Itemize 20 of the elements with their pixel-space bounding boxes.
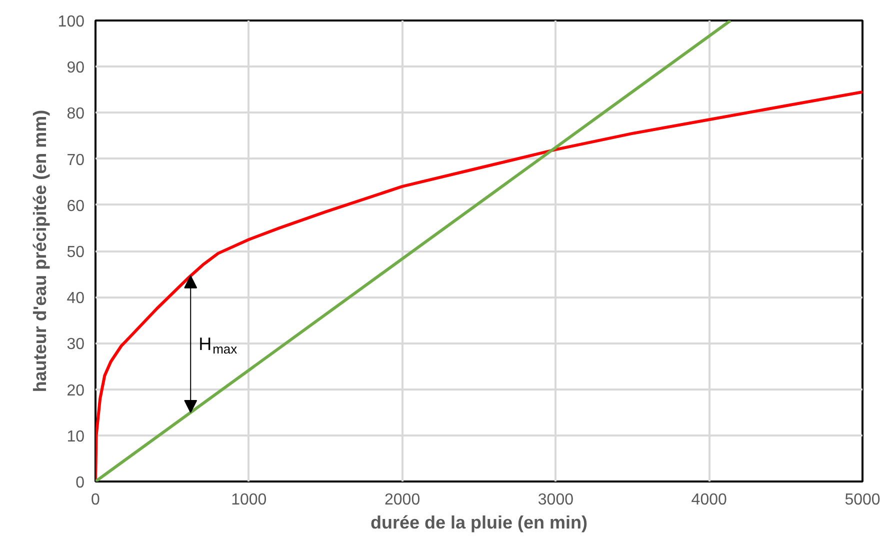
x-tick-label: 2000 — [384, 492, 420, 508]
y-tick-label: 0 — [76, 474, 85, 492]
x-tick-label: 3000 — [538, 492, 574, 508]
x-axis-title: durée de la pluie (en min) — [370, 512, 588, 532]
y-tick-label: 80 — [66, 106, 85, 123]
line-series — [96, 90, 862, 482]
x-tick-label: 5000 — [844, 492, 880, 508]
y-tick-label: 10 — [66, 428, 85, 446]
x-tick-label: 1000 — [231, 492, 267, 508]
x-tick-label: 0 — [91, 492, 100, 508]
y-axis-title: hauteur d'eau précipitée (en mm) — [30, 110, 50, 392]
y-tick-label: 20 — [66, 382, 85, 400]
y-tick-label: 40 — [66, 290, 85, 308]
y-tick-label: 60 — [66, 198, 85, 215]
y-tick-label: 100 — [58, 14, 85, 30]
y-tick-label: 50 — [66, 244, 85, 261]
y-tick-label: 70 — [66, 152, 85, 169]
y-tick-label: 30 — [66, 336, 85, 354]
y-tick-label: 90 — [66, 60, 85, 77]
x-tick-label: 4000 — [691, 492, 727, 508]
